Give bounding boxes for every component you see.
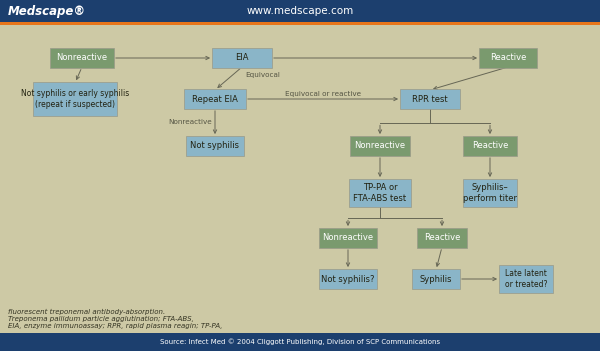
Text: Reactive: Reactive [490, 53, 526, 62]
Text: Nonreactive: Nonreactive [56, 53, 107, 62]
Text: Source: Infect Med © 2004 Cliggott Publishing, Division of SCP Communications: Source: Infect Med © 2004 Cliggott Publi… [160, 339, 440, 345]
Text: Equivocal or reactive: Equivocal or reactive [285, 91, 361, 97]
Text: Not syphilis?: Not syphilis? [321, 274, 375, 284]
Text: Medscape®: Medscape® [8, 5, 86, 18]
FancyBboxPatch shape [463, 136, 517, 156]
Text: RPR test: RPR test [412, 94, 448, 104]
FancyBboxPatch shape [319, 269, 377, 289]
Text: Equivocal: Equivocal [245, 73, 280, 79]
Bar [0, 22, 600, 25]
Text: TP-PA or
FTA-ABS test: TP-PA or FTA-ABS test [353, 183, 407, 203]
FancyBboxPatch shape [400, 89, 460, 109]
Text: Syphilis: Syphilis [420, 274, 452, 284]
FancyBboxPatch shape [479, 48, 537, 68]
FancyBboxPatch shape [212, 48, 272, 68]
Text: Reactive: Reactive [472, 141, 508, 151]
Text: fluorescent treponemal antibody-absorption.: fluorescent treponemal antibody-absorpti… [8, 309, 165, 315]
Text: Treponema pallidum particle agglutination; FTA-ABS,: Treponema pallidum particle agglutinatio… [8, 316, 194, 322]
Text: www.medscape.com: www.medscape.com [247, 6, 353, 16]
FancyBboxPatch shape [499, 265, 553, 293]
Text: Not syphilis or early syphilis
(repeat if suspected): Not syphilis or early syphilis (repeat i… [21, 89, 129, 109]
FancyBboxPatch shape [184, 89, 246, 109]
FancyBboxPatch shape [33, 82, 117, 116]
Text: Nonreactive: Nonreactive [355, 141, 406, 151]
FancyBboxPatch shape [319, 228, 377, 248]
Text: Reactive: Reactive [424, 233, 460, 243]
Text: Syphilis–
perform titer: Syphilis– perform titer [463, 183, 517, 203]
Text: Nonreactive: Nonreactive [168, 119, 212, 126]
FancyBboxPatch shape [350, 136, 410, 156]
Bar [0, 333, 600, 351]
Text: Repeat EIA: Repeat EIA [192, 94, 238, 104]
Text: Nonreactive: Nonreactive [322, 233, 374, 243]
FancyBboxPatch shape [349, 179, 411, 207]
Text: EIA, enzyme immunoassay; RPR, rapid plasma reagin; TP-PA,: EIA, enzyme immunoassay; RPR, rapid plas… [8, 323, 223, 329]
FancyBboxPatch shape [463, 179, 517, 207]
Text: Late latent
or treated?: Late latent or treated? [505, 269, 547, 289]
FancyBboxPatch shape [186, 136, 244, 156]
FancyBboxPatch shape [417, 228, 467, 248]
Text: Not syphilis: Not syphilis [191, 141, 239, 151]
FancyBboxPatch shape [412, 269, 460, 289]
Text: EIA: EIA [235, 53, 249, 62]
Bar [0, 0, 600, 22]
FancyBboxPatch shape [50, 48, 114, 68]
